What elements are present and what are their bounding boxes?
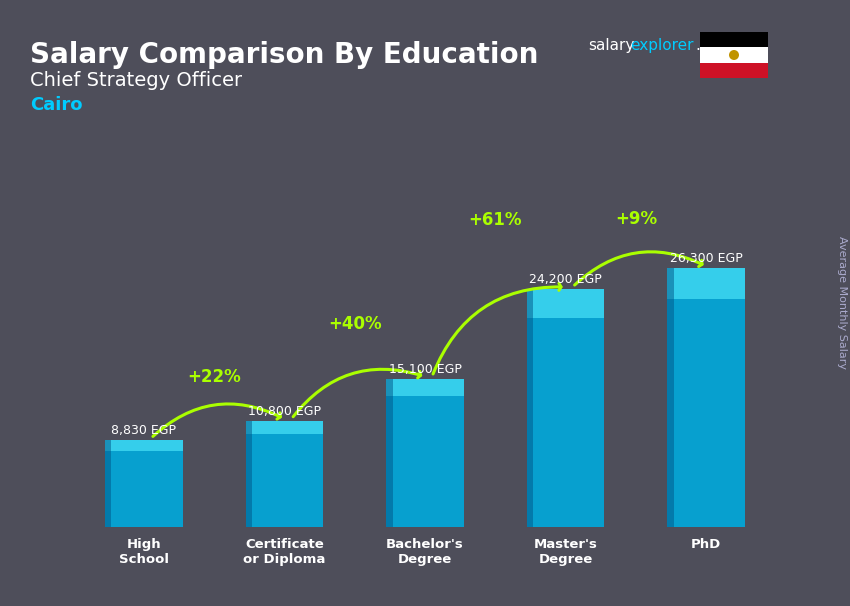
Text: 15,100 EGP: 15,100 EGP: [388, 362, 462, 376]
Text: 24,200 EGP: 24,200 EGP: [530, 273, 602, 286]
Bar: [667, 268, 745, 299]
Text: Salary Comparison By Education: Salary Comparison By Education: [30, 41, 538, 69]
Text: 8,830 EGP: 8,830 EGP: [111, 424, 176, 438]
Circle shape: [729, 50, 739, 60]
Text: +9%: +9%: [615, 210, 657, 228]
Bar: [105, 441, 111, 527]
Bar: [700, 62, 768, 78]
Bar: [246, 421, 323, 434]
Bar: [700, 32, 768, 47]
Bar: [387, 379, 463, 527]
Text: +61%: +61%: [468, 211, 522, 229]
Bar: [105, 441, 183, 527]
Bar: [667, 268, 674, 527]
Bar: [105, 441, 183, 451]
Bar: [527, 289, 604, 527]
Text: .com: .com: [695, 38, 733, 53]
Text: salary: salary: [588, 38, 634, 53]
Bar: [246, 421, 252, 527]
Bar: [700, 47, 768, 62]
Bar: [387, 379, 463, 396]
Text: 10,800 EGP: 10,800 EGP: [248, 405, 321, 418]
Bar: [246, 421, 323, 527]
Bar: [527, 289, 533, 527]
Bar: [527, 289, 604, 318]
Text: +40%: +40%: [328, 315, 382, 333]
Text: +22%: +22%: [187, 368, 241, 385]
Text: explorer: explorer: [630, 38, 694, 53]
Text: 26,300 EGP: 26,300 EGP: [670, 252, 743, 265]
Bar: [387, 379, 393, 527]
Text: Average Monthly Salary: Average Monthly Salary: [837, 236, 847, 370]
Bar: [667, 268, 745, 527]
Text: Chief Strategy Officer: Chief Strategy Officer: [30, 71, 242, 90]
Text: Cairo: Cairo: [30, 96, 82, 114]
